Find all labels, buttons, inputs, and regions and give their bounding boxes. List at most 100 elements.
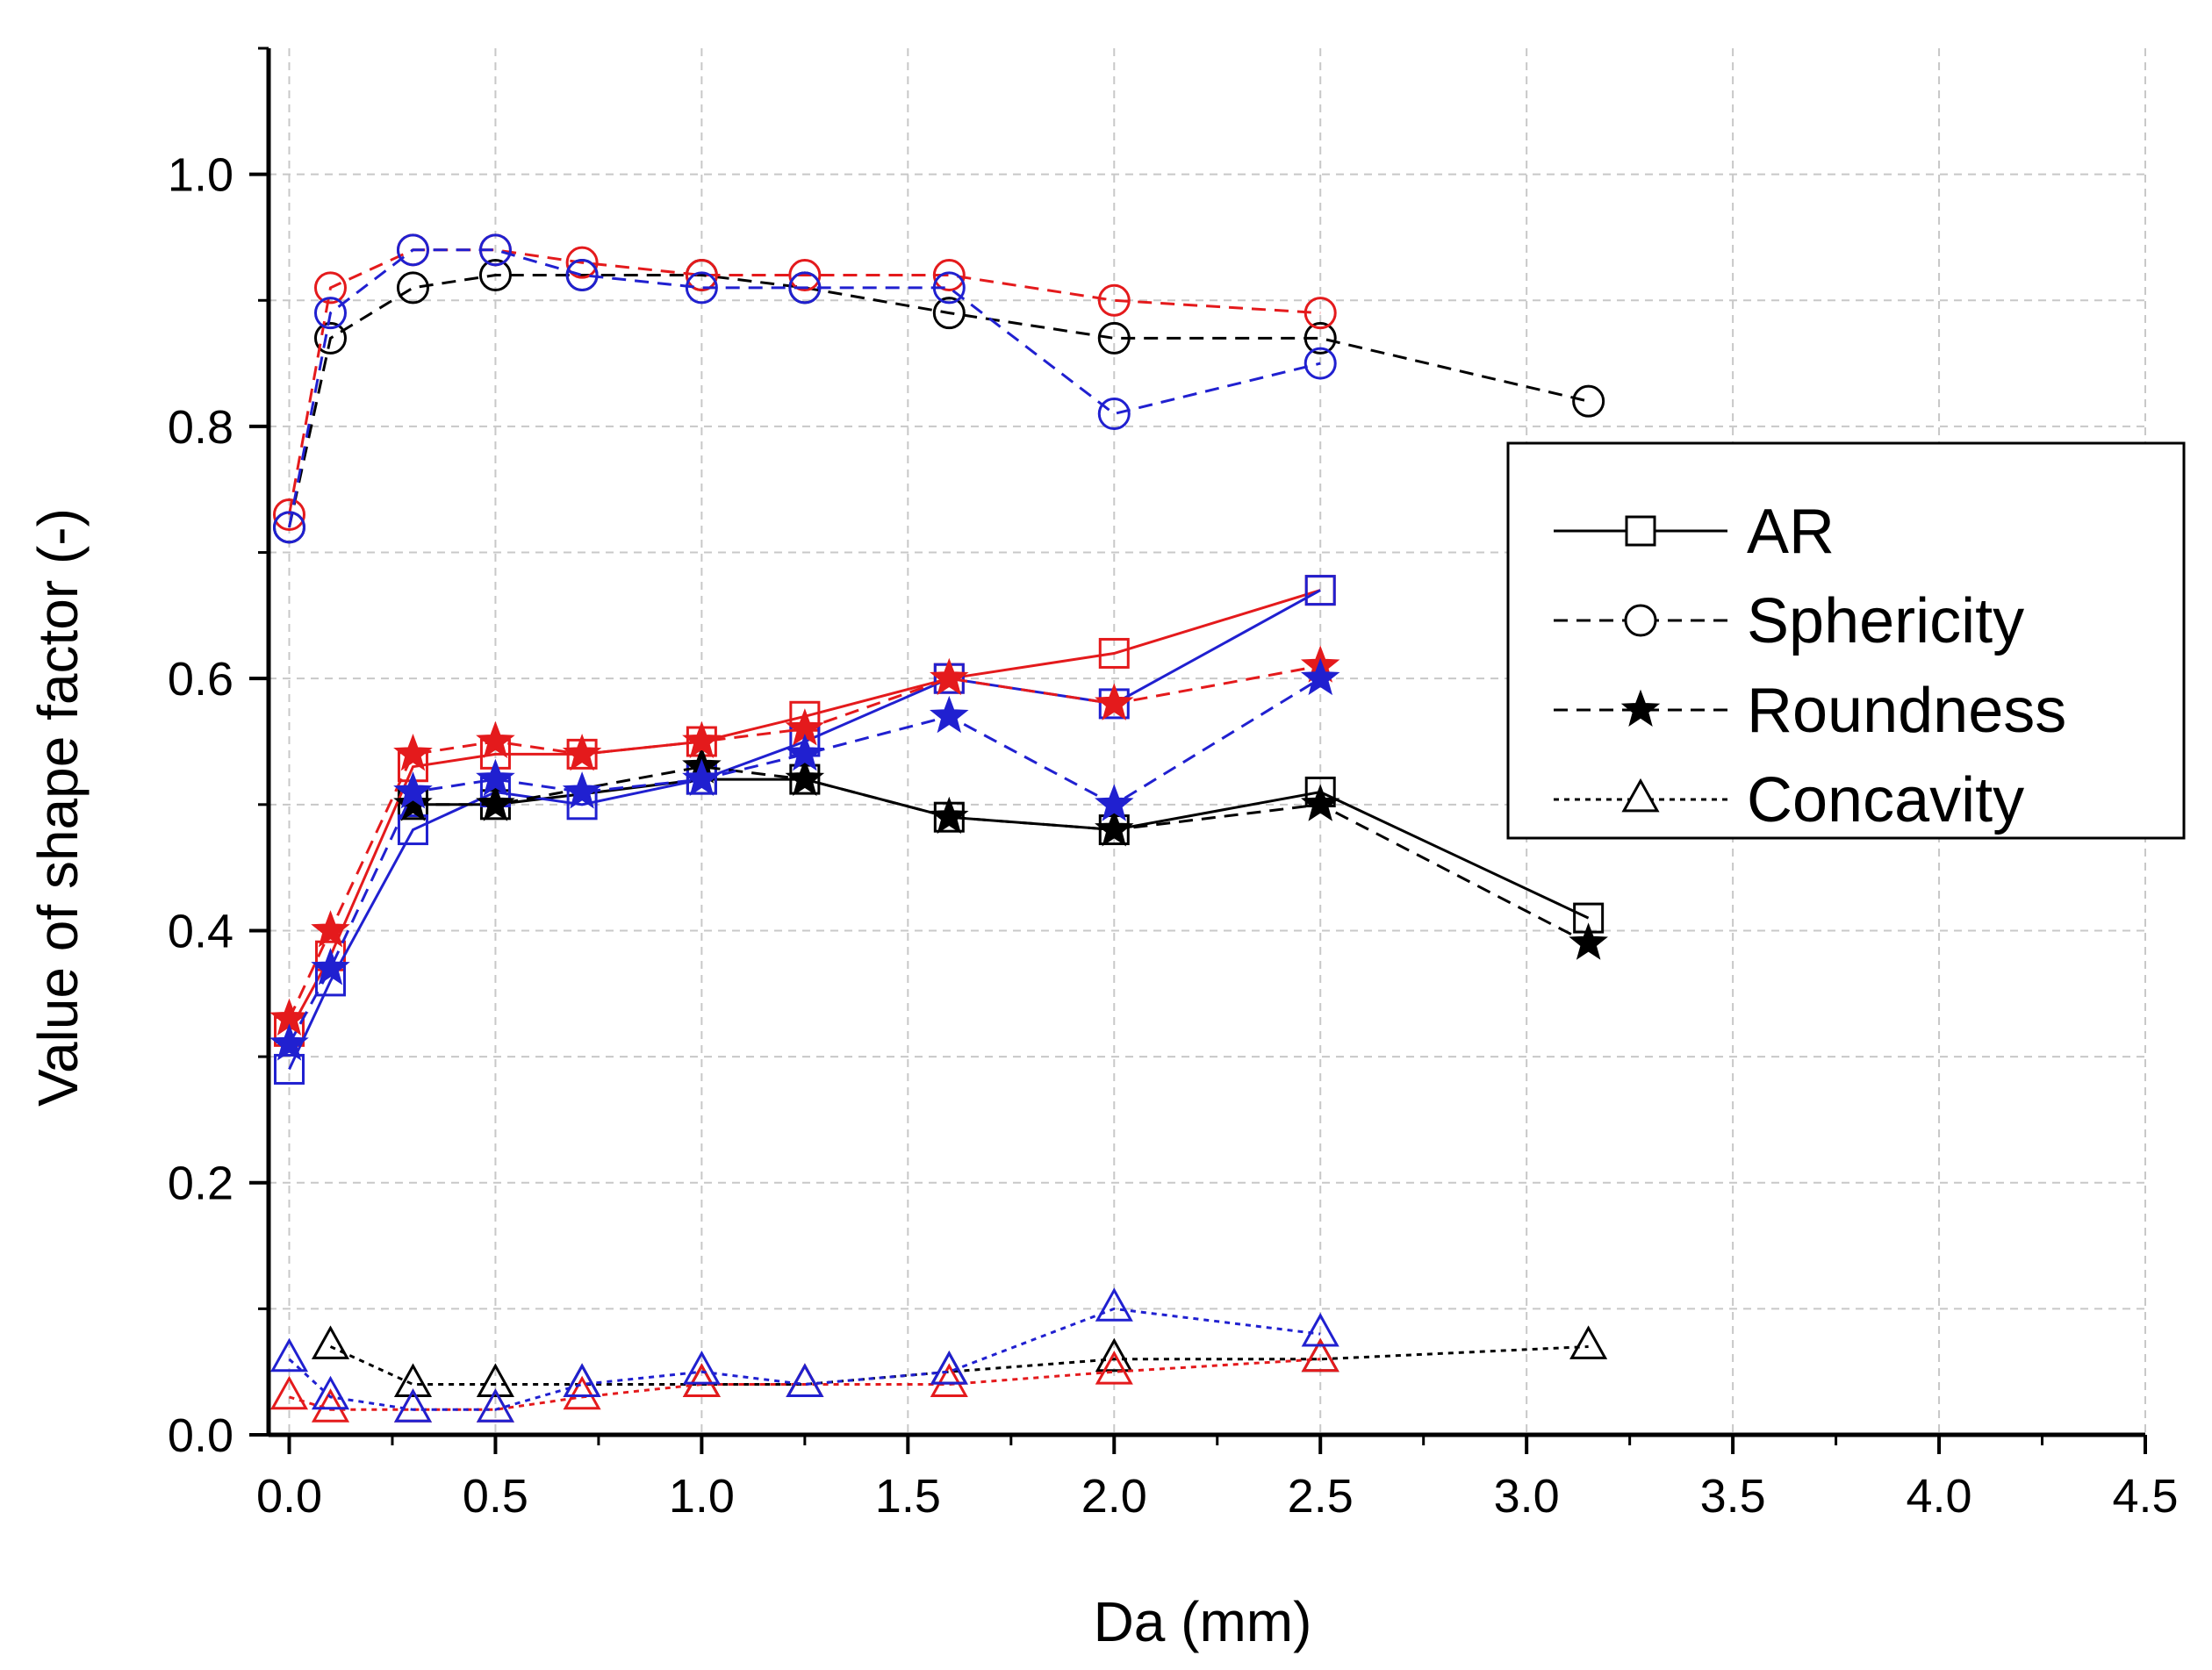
legend-marker — [1624, 604, 1657, 637]
data-point — [1301, 1337, 1339, 1373]
series-line — [289, 1358, 1321, 1411]
series-line — [288, 248, 1321, 515]
y-tick-label: 0.0 — [168, 1409, 233, 1462]
legend-box — [1506, 441, 2186, 840]
series-line — [288, 248, 1321, 528]
data-point — [930, 695, 969, 734]
data-point — [786, 1363, 824, 1397]
data-point — [562, 771, 602, 809]
data-point — [785, 733, 825, 771]
y-tick-label: 0.6 — [168, 653, 233, 706]
data-point — [788, 259, 822, 292]
data-point — [273, 1053, 305, 1085]
data-series — [269, 233, 1608, 1423]
series-line — [288, 677, 1321, 1045]
series-line — [288, 589, 1321, 1033]
x-tick-label: 2.0 — [1081, 1470, 1147, 1523]
data-point — [478, 259, 512, 292]
data-point — [1304, 321, 1337, 355]
data-point — [1095, 1351, 1133, 1385]
data-point — [476, 720, 515, 758]
data-point — [311, 1325, 350, 1359]
data-point — [932, 259, 966, 292]
data-point — [930, 796, 969, 835]
x-tick-label: 1.5 — [875, 1470, 941, 1523]
series-line — [288, 1307, 1321, 1411]
legend-item: Roundness — [1554, 676, 2066, 746]
data-point — [1095, 683, 1134, 720]
data-point — [562, 733, 602, 771]
x-tick-labels: 0.0 0.5 1.0 1.5 2.0 2.5 3.0 3.5 4.0 4.5 — [256, 1470, 2179, 1523]
data-point — [1304, 297, 1337, 330]
data-point — [393, 771, 433, 809]
data-point — [272, 511, 305, 544]
data-point — [476, 1363, 514, 1397]
legend-label: Sphericity — [1747, 586, 2024, 656]
data-point — [476, 784, 515, 821]
data-point — [930, 1351, 968, 1385]
data-point — [1095, 784, 1134, 821]
data-point — [1300, 784, 1340, 821]
data-point — [682, 1351, 721, 1385]
legend-item: Concavity — [1554, 765, 2024, 835]
data-point — [685, 271, 718, 305]
data-point — [393, 1388, 433, 1423]
data-point — [1572, 384, 1605, 418]
x-tick-label: 3.0 — [1494, 1470, 1560, 1523]
data-point — [396, 271, 429, 305]
data-point — [476, 1388, 514, 1423]
data-point — [393, 784, 433, 821]
legend-item: Sphericity — [1554, 586, 2024, 656]
data-point — [565, 259, 599, 292]
data-point — [1569, 1325, 1608, 1359]
legend-label: Roundness — [1747, 676, 2066, 746]
data-point — [1304, 575, 1336, 606]
data-point — [269, 1023, 309, 1061]
series-line — [288, 274, 1589, 528]
data-point — [393, 733, 433, 771]
y-tick-label: 0.8 — [168, 401, 233, 454]
data-point — [1097, 283, 1131, 317]
data-point — [1095, 809, 1134, 847]
data-point — [311, 1375, 350, 1410]
series-line — [329, 1345, 1589, 1386]
series-line — [413, 765, 1590, 945]
data-point — [313, 297, 347, 330]
legend: AR Sphericity Roundness Concavity — [1506, 441, 2186, 840]
data-point — [478, 233, 512, 267]
data-point — [1301, 1312, 1339, 1347]
data-point — [311, 910, 350, 948]
x-tick-label: 4.0 — [1907, 1470, 1972, 1523]
data-point — [313, 271, 347, 305]
legend-item: AR — [1554, 497, 1835, 567]
series-sphericity-red — [272, 233, 1337, 531]
data-point — [932, 271, 966, 305]
y-tick-label: 0.4 — [168, 905, 233, 957]
data-point — [785, 758, 825, 797]
data-point — [685, 259, 718, 292]
axes — [249, 47, 2147, 1454]
data-point — [311, 948, 350, 986]
y-axis-title: Value of shape factor (-) — [26, 508, 90, 1107]
data-point — [311, 1388, 350, 1423]
data-point — [930, 657, 969, 696]
x-axis-title: Da (mm) — [1094, 1590, 1312, 1653]
x-tick-label: 0.0 — [256, 1470, 322, 1523]
data-point — [1097, 398, 1131, 431]
series-concavity-blue — [269, 1287, 1339, 1423]
x-tick-label: 3.5 — [1700, 1470, 1766, 1523]
legend-marker — [1625, 515, 1656, 547]
y-tick-label: 0.2 — [168, 1158, 233, 1210]
data-point — [269, 1337, 309, 1373]
series-roundness-black — [393, 746, 1608, 960]
data-point — [1300, 657, 1340, 696]
data-point — [682, 720, 722, 758]
x-tick-label: 0.5 — [463, 1470, 528, 1523]
data-point — [932, 297, 966, 330]
data-point — [272, 498, 305, 531]
x-tick-label: 1.0 — [669, 1470, 735, 1523]
x-tick-label: 2.5 — [1288, 1470, 1354, 1523]
data-point — [682, 1363, 721, 1397]
data-point — [393, 1363, 433, 1397]
